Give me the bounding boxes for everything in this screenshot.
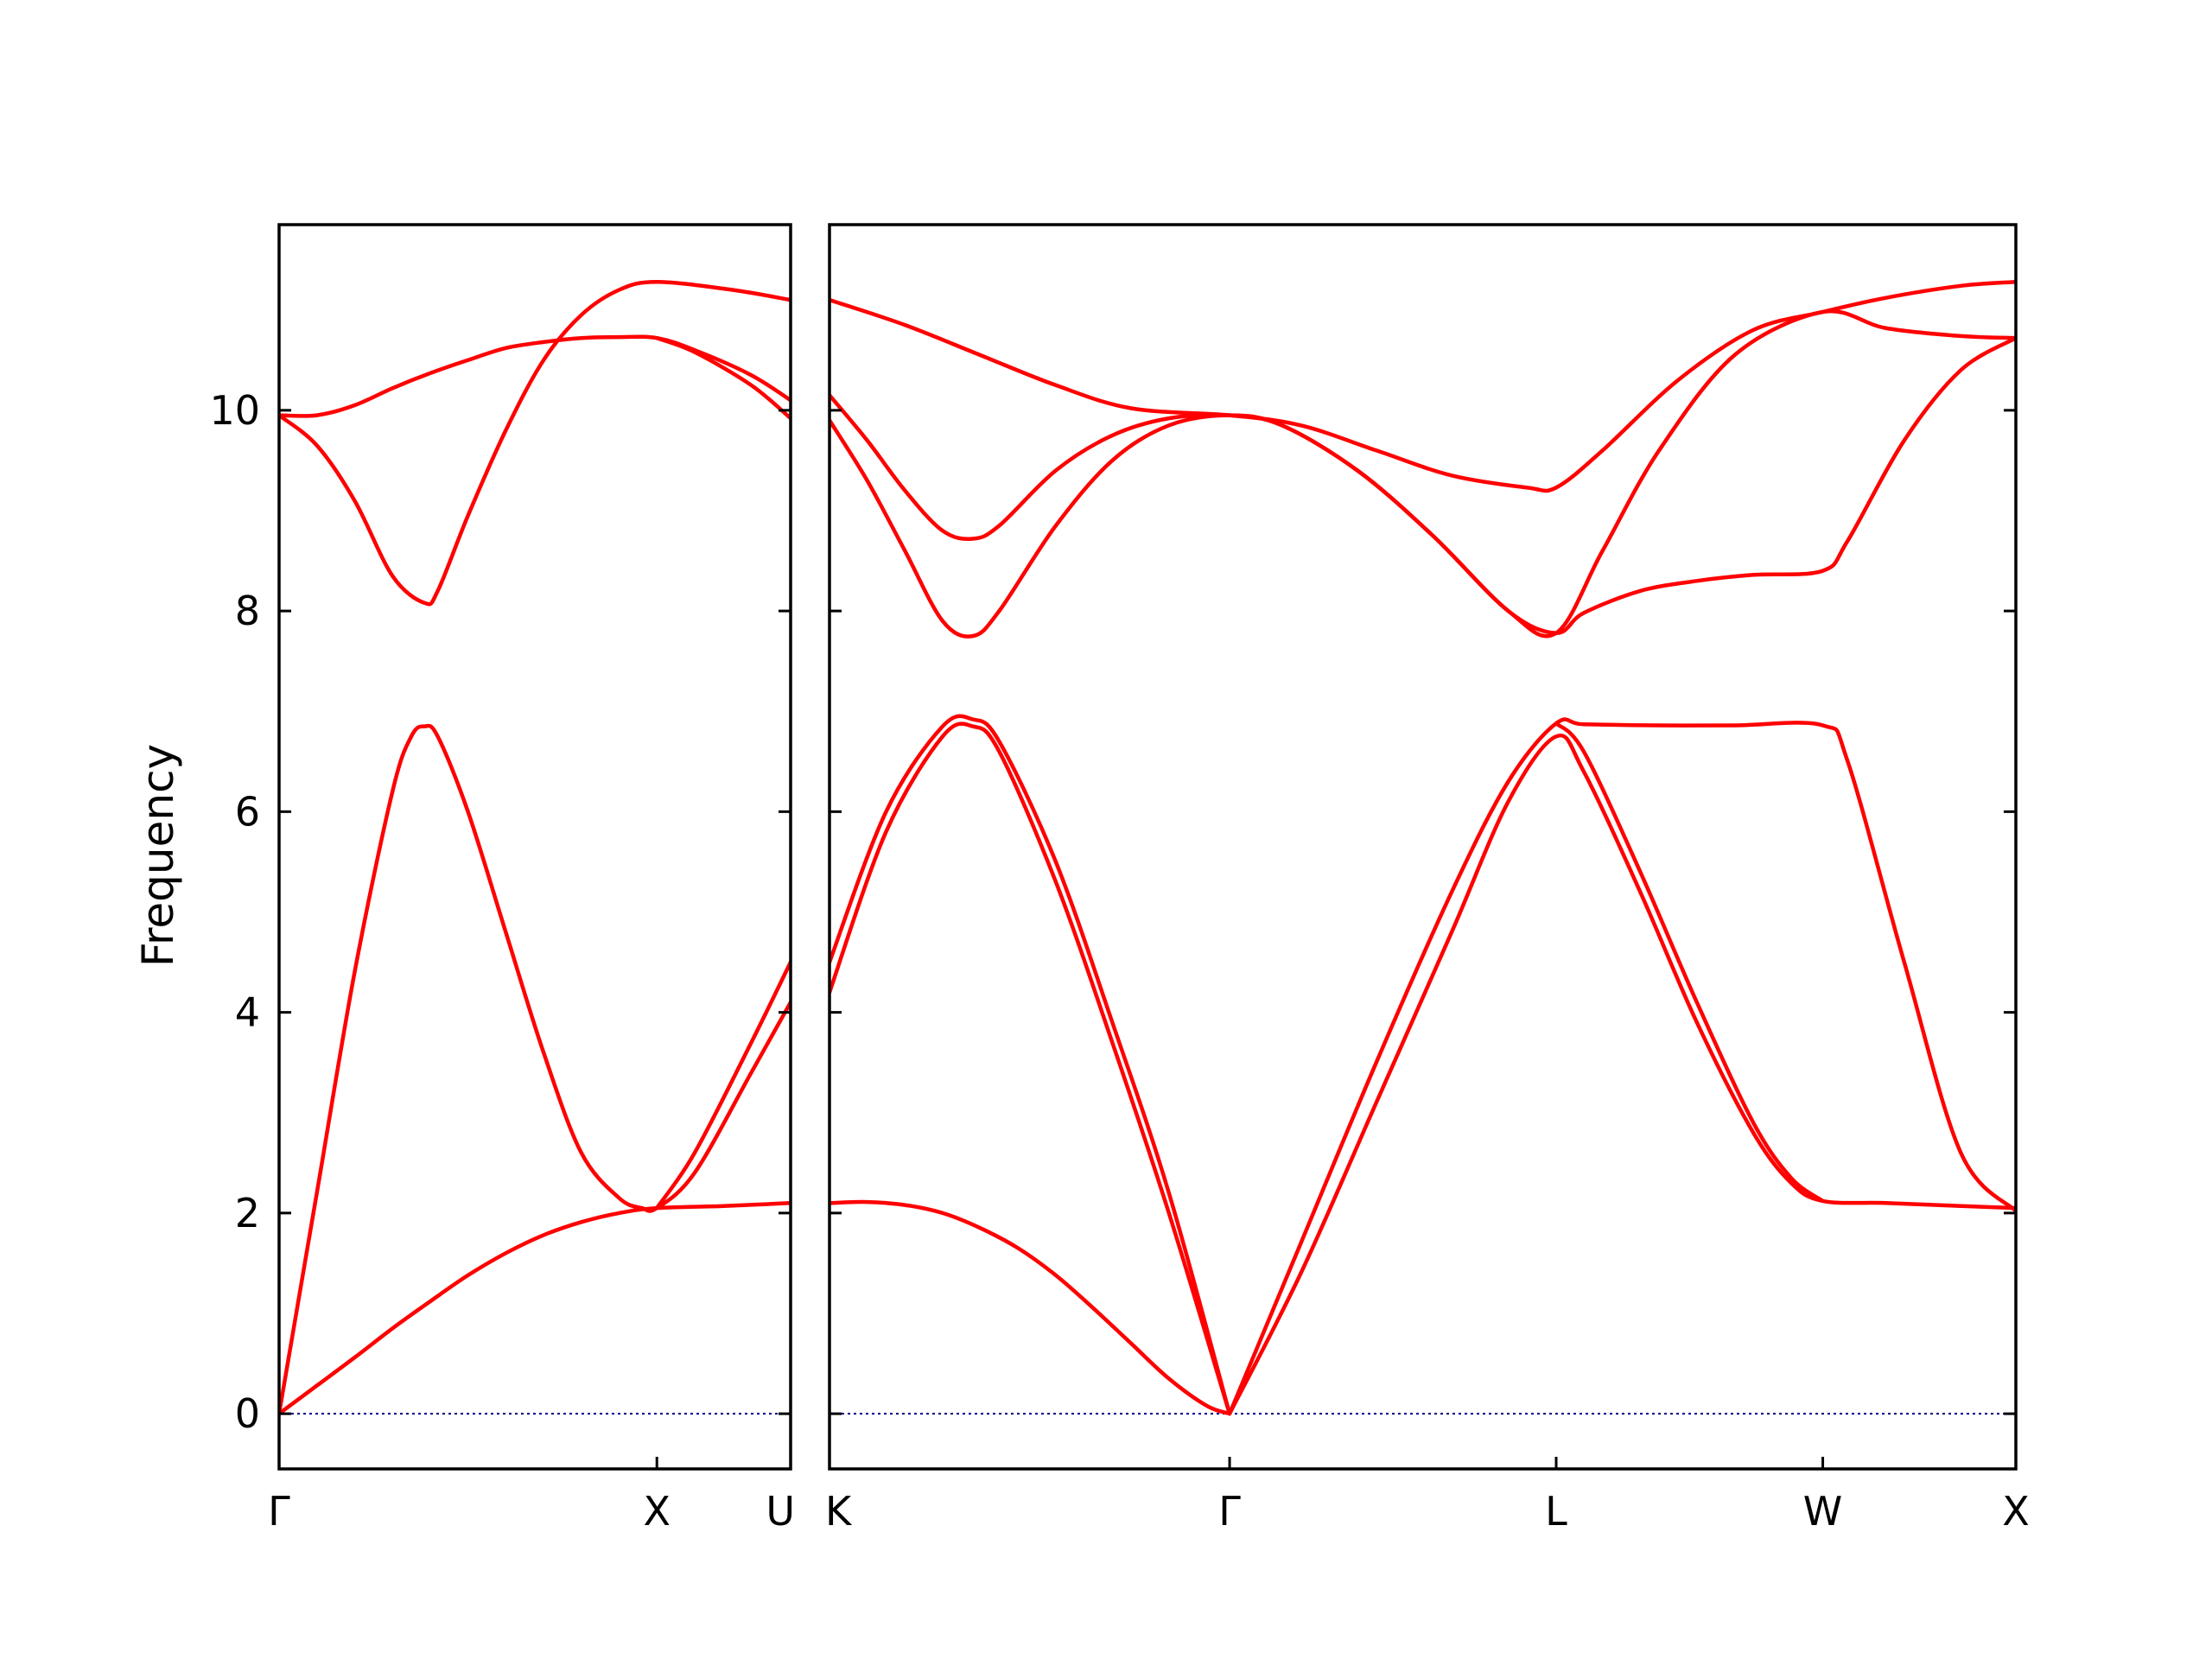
y-axis-label: Frequency (133, 744, 183, 967)
plot-frame (828, 223, 2018, 1471)
y-tick-label: 10 (209, 387, 260, 434)
x-tick-label: Γ (268, 1488, 290, 1535)
band-line-2 (830, 721, 1232, 1416)
band-line-6 (654, 335, 791, 421)
band-line-1 (830, 1199, 1232, 1416)
band-line-1 (279, 1201, 791, 1416)
y-tick-label: 0 (235, 1390, 260, 1437)
band-line-3 (830, 714, 1232, 1416)
x-tick-label: X (643, 1488, 671, 1535)
y-tick-label: 4 (235, 989, 260, 1036)
x-tick-label: L (1545, 1488, 1567, 1535)
x-tick-label: K (825, 1488, 853, 1535)
y-tick-label: 2 (235, 1190, 260, 1236)
band-line-2 (279, 723, 791, 1416)
plot-frame (277, 223, 792, 1471)
x-tick-label: W (1803, 1488, 1842, 1535)
x-tick-label: X (2002, 1488, 2030, 1535)
band-line-4 (1227, 717, 2016, 1416)
x-tick-label: Γ (1218, 1488, 1241, 1535)
band-line-6 (1554, 721, 1825, 1204)
band-line-5 (279, 279, 791, 607)
band-line-3 (654, 960, 791, 1211)
plot-panels: 0 2 4 6 8 10 Γ X U K Γ L W X (209, 223, 2030, 1535)
y-tick-label: 8 (235, 588, 260, 634)
x-tick-label: U (766, 1488, 795, 1535)
panel-gamma-x-u: 0 2 4 6 8 10 Γ X U (209, 223, 795, 1535)
band-series-group (830, 279, 2016, 1416)
band-line-7 (830, 335, 2016, 639)
band-line-5 (1227, 733, 2016, 1416)
band-line-9 (830, 279, 2016, 493)
band-series-group (279, 279, 791, 1416)
band-line-8 (830, 308, 2016, 639)
y-tick-label: 6 (235, 788, 260, 835)
